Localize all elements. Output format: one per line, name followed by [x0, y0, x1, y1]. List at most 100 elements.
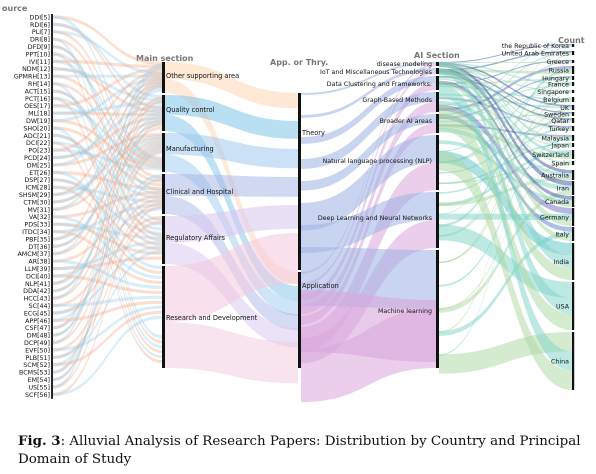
ai-section-label: Broader AI areas	[380, 118, 432, 125]
source-label: GPMRH[13]	[14, 74, 50, 81]
country-label: India	[554, 259, 570, 266]
axis-source-label: ource	[2, 4, 28, 13]
figure-caption: Fig. 3: Alluvial Analysis of Research Pa…	[18, 432, 588, 469]
country-node	[572, 112, 574, 116]
country-label: Japan	[550, 142, 569, 149]
country-label: USA	[556, 303, 570, 310]
source-label: LLM[39]	[25, 266, 50, 273]
source-label: DRI[8]	[30, 37, 50, 44]
source-label: OES[17]	[24, 103, 50, 110]
main-section-label: Other supporting area	[166, 72, 239, 80]
main-section-label: Research and Development	[166, 314, 258, 322]
country-node	[572, 143, 574, 147]
source-label: APP[46]	[25, 318, 50, 325]
country-node	[572, 105, 574, 110]
source-label: DCI[22]	[26, 140, 50, 147]
source-label: SCM[52]	[23, 362, 50, 369]
country-node	[572, 332, 574, 390]
main-section-node	[162, 62, 165, 93]
country-node	[572, 82, 574, 86]
main-section-node	[162, 216, 165, 264]
source-label: RDI[6]	[30, 22, 50, 29]
axis-ai-section-label: AI Section	[414, 51, 460, 60]
source-label: ICM[28]	[25, 185, 50, 192]
country-node	[572, 227, 574, 241]
source-label: PLI[7]	[32, 29, 50, 36]
country-label: Spain	[551, 160, 569, 167]
source-label: EM[54]	[28, 377, 50, 384]
source-label: SHSM[29]	[19, 192, 50, 199]
main-section-node	[162, 174, 165, 214]
source-label: DM[48]	[27, 333, 50, 340]
country-node	[572, 90, 574, 93]
ai-section-label: disease modeling	[377, 61, 432, 68]
ai-section-node	[436, 62, 439, 66]
app-thry-label: Theory	[301, 129, 325, 137]
country-label: United Arab Emirates	[502, 50, 569, 57]
country-node	[572, 170, 574, 180]
country-label: the Republic of Korea	[502, 43, 569, 50]
country-label: France	[548, 81, 569, 88]
country-label: Canada	[545, 199, 569, 206]
country-label: Iran	[557, 185, 569, 192]
country-label: Qatar	[551, 118, 569, 125]
country-node	[572, 60, 574, 63]
ai-section-label: IoT and Miscellaneous Technologies	[320, 69, 432, 76]
country-node	[572, 135, 574, 141]
source-label: DCI[40]	[26, 273, 50, 280]
country-label: Russia	[549, 67, 569, 74]
source-label: AMCM[37]	[18, 251, 51, 258]
country-label: Germany	[540, 214, 569, 221]
source-label: NDM[12]	[22, 66, 50, 73]
source-label: NLP[41]	[25, 281, 50, 288]
country-label: Greece	[547, 59, 570, 66]
source-label: DSP[27]	[24, 177, 50, 184]
source-label: PCD[24]	[24, 155, 50, 162]
country-node	[572, 126, 574, 131]
country-node	[572, 51, 574, 55]
country-node	[572, 118, 574, 123]
country-node	[572, 181, 574, 195]
ai-section-label: Graph-Based Methods	[362, 97, 432, 104]
source-label: PBF[35]	[25, 236, 50, 243]
application-ml-flow	[301, 290, 436, 362]
country-node	[572, 196, 574, 207]
ai-section-node	[436, 250, 439, 368]
main-section-label: Manufacturing	[166, 145, 214, 153]
ai-section-label: Data Clustering and Frameworks:	[327, 81, 432, 88]
source-label: HCC[43]	[24, 296, 50, 303]
source-label: DM[25]	[27, 162, 50, 169]
source-label: DW[19]	[26, 118, 50, 125]
ai-section-node	[436, 192, 439, 248]
source-label: PO[23]	[28, 148, 50, 155]
source-label: SC[44]	[29, 303, 50, 310]
country-node	[572, 44, 574, 47]
source-label: SHO[20]	[23, 125, 50, 132]
alluvial-diagram: ource Main section App. or Thry. AI Sect…	[0, 0, 596, 430]
country-node	[572, 208, 574, 226]
flows-layer	[53, 15, 572, 402]
source-label: DFD[9]	[28, 44, 50, 51]
main-section-node	[162, 133, 165, 172]
caption-text: : Alluvial Analysis of Research Papers: …	[18, 434, 580, 467]
source-label: ADC[21]	[24, 133, 50, 140]
main-section-node	[162, 95, 165, 131]
country-node	[572, 282, 574, 330]
country-node	[572, 150, 574, 159]
main-section-label: Quality control	[166, 106, 215, 114]
country-label: Malaysia	[541, 135, 569, 142]
source-label: DDI[5]	[30, 14, 50, 21]
app-thry-node	[298, 93, 301, 270]
country-node	[572, 76, 574, 80]
source-label: BCMS[53]	[19, 370, 50, 377]
source-axis-bar	[51, 14, 53, 399]
ai-section-node	[436, 68, 439, 74]
app-thry-node	[298, 272, 301, 368]
country-label: Switzerland	[532, 152, 569, 159]
country-label: Singapore	[537, 89, 569, 96]
country-node	[572, 161, 574, 165]
source-label: EVF[50]	[25, 347, 50, 354]
axis-app-thry-label: App. or Thry.	[270, 58, 328, 67]
source-label: DT[36]	[28, 244, 50, 251]
ai-section-label: Machine learning	[378, 308, 432, 315]
